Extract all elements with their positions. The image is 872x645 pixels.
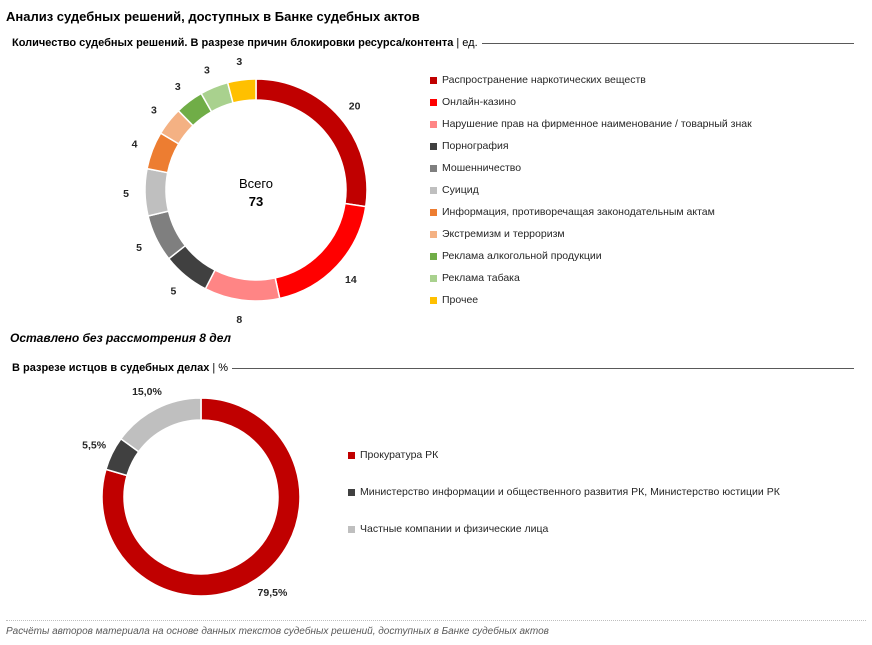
chart1-data-label-6: 4 <box>132 138 138 150</box>
chart1-legend-item-9: Реклама табака <box>430 272 520 284</box>
chart1-data-label-2: 8 <box>236 314 242 326</box>
chart1-legend-swatch-0 <box>430 76 437 84</box>
chart1-data-label-4: 5 <box>136 242 142 254</box>
chart2-legend: Прокуратура РК Министерство информации и … <box>348 449 848 549</box>
chart2-header: В разрезе истцов в судебных делах | % <box>12 362 854 374</box>
chart1-data-label-0: 20 <box>349 100 361 112</box>
chart1-legend-item-3: Порнография <box>430 140 509 152</box>
chart2-data-label-1: 5,5% <box>82 440 107 452</box>
chart1-legend-label-8: Реклама алкогольной продукции <box>442 250 602 262</box>
chart1-legend-swatch-2 <box>430 120 437 128</box>
chart1-legend-swatch-9 <box>430 274 437 282</box>
page-title: Анализ судебных решений, доступных в Бан… <box>6 9 420 24</box>
chart1-legend-swatch-3 <box>430 142 437 150</box>
chart2-legend-item-1: Министерство информации и общественного … <box>348 486 780 498</box>
chart1-legend-item-10: Прочее <box>430 294 478 306</box>
chart1-data-label-3: 5 <box>170 285 176 297</box>
chart1-legend-label-4: Мошенничество <box>442 162 522 174</box>
chart2-data-label-0: 79,5% <box>258 587 288 599</box>
chart2-legend-swatch-1 <box>348 488 355 496</box>
chart1-data-label-1: 14 <box>345 274 357 286</box>
note-text: Оставлено без рассмотрения 8 дел <box>10 331 231 345</box>
chart1-unit: ед. <box>462 37 478 49</box>
chart1-center-label: Всего <box>239 176 273 191</box>
chart1-legend-label-1: Онлайн-казино <box>442 96 516 108</box>
chart2-separator: | <box>212 362 216 374</box>
chart1-data-label-8: 3 <box>175 81 181 93</box>
chart1-legend-item-7: Экстремизм и терроризм <box>430 228 565 240</box>
chart1-title: Количество судебных решений. В разрезе п… <box>12 37 454 49</box>
chart2-legend-label-1: Министерство информации и общественного … <box>360 486 780 498</box>
chart1-legend-label-5: Суицид <box>442 184 479 196</box>
chart1-data-label-5: 5 <box>123 188 129 200</box>
chart1-data-label-9: 3 <box>204 65 210 77</box>
chart1-header-rule <box>481 42 854 44</box>
chart1-legend-label-0: Распространение наркотических веществ <box>442 74 646 86</box>
chart1-legend-swatch-8 <box>430 252 437 260</box>
chart1-legend-label-7: Экстремизм и терроризм <box>442 228 565 240</box>
chart1-legend-swatch-4 <box>430 164 437 172</box>
chart1-legend-label-6: Информация, противоречащая законодательн… <box>442 206 715 218</box>
footer-source: Расчёты авторов материала на основе данн… <box>6 626 549 637</box>
chart1-legend-swatch-7 <box>430 230 437 238</box>
chart2-slice-0 <box>101 397 301 597</box>
chart2-legend-label-2: Частные компании и физические лица <box>360 523 549 535</box>
chart1-separator: | <box>456 37 460 49</box>
chart2-slice-2 <box>119 397 202 453</box>
chart1-legend-label-10: Прочее <box>442 294 479 306</box>
chart1-legend-item-8: Реклама алкогольной продукции <box>430 250 602 262</box>
chart2-header-rule <box>232 367 854 369</box>
chart1-legend-swatch-5 <box>430 186 437 194</box>
chart1-legend-item-5: Суицид <box>430 184 479 196</box>
chart2-legend-item-2: Частные компании и физические лица <box>348 523 548 535</box>
chart1-legend-label-2: Нарушение прав на фирменное наименование… <box>442 118 752 130</box>
chart1-legend-label-3: Порнография <box>442 140 509 152</box>
chart1-data-label-10: 3 <box>236 56 242 68</box>
chart1-legend: Распространение наркотических веществ Онл… <box>430 74 860 314</box>
chart1-legend-swatch-6 <box>430 208 437 216</box>
chart1-center-total: 73 <box>249 194 263 209</box>
chart1-slice-10 <box>226 78 257 104</box>
chart2-legend-item-0: Прокуратура РК <box>348 449 438 461</box>
chart1-legend-item-4: Мошенничество <box>430 162 521 174</box>
footer-divider <box>6 620 866 621</box>
chart1-legend-label-9: Реклама табака <box>442 272 520 284</box>
chart1-legend-item-2: Нарушение прав на фирменное наименование… <box>430 118 752 130</box>
chart2-unit: % <box>218 362 229 374</box>
chart1-legend-item-1: Онлайн-казино <box>430 96 516 108</box>
chart2-legend-label-0: Прокуратура РК <box>360 449 439 461</box>
chart1-legend-item-0: Распространение наркотических веществ <box>430 74 646 86</box>
chart1-legend-item-6: Информация, противоречащая законодательн… <box>430 206 715 218</box>
chart2-data-label-2: 15,0% <box>132 386 162 398</box>
chart1-legend-swatch-10 <box>430 296 437 304</box>
chart1-legend-swatch-1 <box>430 98 437 106</box>
chart1-data-label-7: 3 <box>151 105 157 117</box>
chart1-header: Количество судебных решений. В разрезе п… <box>12 37 854 49</box>
chart2-legend-swatch-0 <box>348 451 355 459</box>
chart2-title: В разрезе истцов в судебных делах <box>12 362 210 374</box>
chart2-legend-swatch-2 <box>348 525 355 533</box>
